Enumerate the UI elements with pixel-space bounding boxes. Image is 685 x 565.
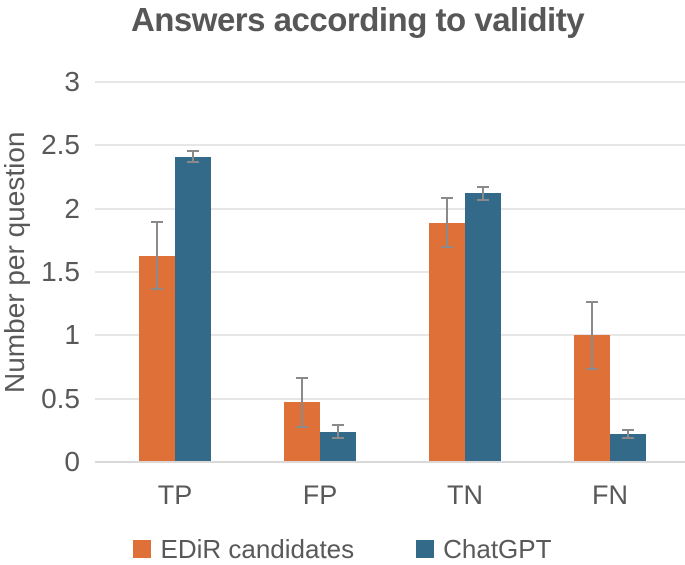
- legend-item-edir-candidates: EDiR candidates: [133, 536, 354, 562]
- error-bar-edir-candidates-tn: [441, 197, 453, 248]
- chart-title: Answers according to validity: [130, 1, 585, 38]
- legend-item-chatgpt: ChatGPT: [416, 534, 552, 564]
- legend-swatch-chatgpt: [416, 540, 435, 558]
- error-bar-edir-candidates-fp: [296, 377, 308, 428]
- error-bar-chatgpt-fp: [332, 423, 344, 440]
- legend-label-edir-candidates: EDiR candidates: [160, 534, 355, 564]
- y-tick-label-1.5: 1.5: [41, 255, 80, 287]
- gridline: [95, 397, 685, 400]
- y-tick-label-2: 2: [64, 192, 80, 224]
- x-category-label-fn: FN: [592, 480, 628, 510]
- gridline: [95, 144, 685, 147]
- legend: EDiR candidates ChatGPT: [0, 536, 685, 562]
- error-bar-edir-candidates-fn: [586, 301, 598, 370]
- x-category-label-fp: FP: [302, 480, 338, 510]
- x-category-label-tn: TN: [447, 480, 483, 510]
- error-bar-edir-candidates-tp: [151, 221, 163, 290]
- gridline: [95, 334, 685, 337]
- y-tick-label-1: 1: [64, 319, 80, 351]
- bar-chatgpt-tp: [175, 156, 211, 461]
- x-category-label-tp: TP: [157, 480, 193, 510]
- legend-label-chatgpt: ChatGPT: [443, 534, 552, 564]
- error-bar-chatgpt-fn: [622, 429, 634, 440]
- x-axis-line: [95, 461, 685, 463]
- error-bar-chatgpt-tn: [477, 185, 489, 202]
- bar-edir-candidates-tp: [139, 255, 175, 461]
- gridline: [95, 270, 685, 273]
- gridline: [95, 80, 685, 83]
- bar-edir-candidates-tn: [429, 222, 465, 461]
- legend-swatch-edir-candidates: [133, 540, 152, 558]
- bar-chatgpt-tn: [465, 193, 501, 461]
- y-tick-label-0: 0: [64, 446, 80, 477]
- y-tick-label-2.5: 2.5: [41, 129, 80, 161]
- gridline: [95, 207, 685, 210]
- y-tick-label-3: 3: [64, 65, 80, 97]
- error-bar-chatgpt-tp: [187, 150, 199, 164]
- y-tick-label-0.5: 0.5: [41, 382, 80, 414]
